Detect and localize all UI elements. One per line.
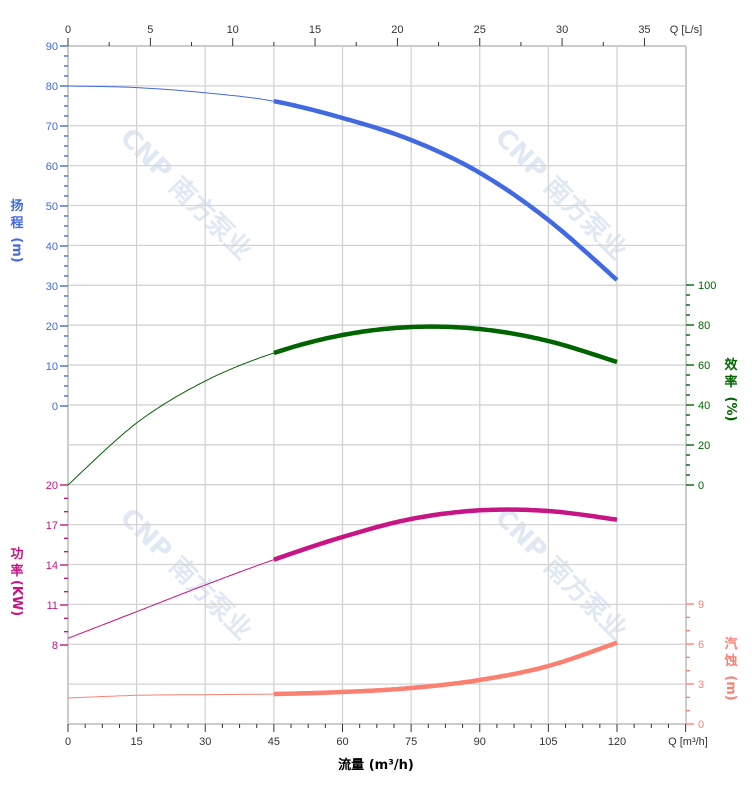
- power-tick-label: 8: [52, 640, 58, 652]
- efficiency-tick-label: 80: [698, 320, 710, 332]
- head-curve-extended: [68, 85, 274, 102]
- head-tick-label: 30: [46, 281, 58, 293]
- head-tick-label: 10: [46, 361, 58, 373]
- efficiency-axis-title: 率: [724, 374, 737, 390]
- efficiency-tick-label: 20: [698, 440, 710, 452]
- x-axis-title: 流量 (m³/h): [338, 757, 414, 773]
- power-tick-label: 11: [47, 600, 58, 612]
- x-tick-label: 0: [65, 736, 71, 748]
- npsh-curve-operating: [273, 640, 618, 697]
- head-axis-title: 扬: [10, 198, 23, 214]
- head-axis-title: 程: [10, 216, 23, 231]
- power-axis-title: 功: [10, 547, 23, 562]
- x-top-tick-label: 5: [147, 24, 153, 36]
- head-tick-label: 40: [46, 241, 58, 253]
- efficiency-tick-label: 100: [698, 280, 716, 292]
- x-unit-label: Q [m³/h]: [668, 736, 708, 748]
- npsh-curve-extended: [67, 693, 274, 699]
- efficiency-tick-label: 60: [698, 360, 710, 372]
- x-tick-label: 90: [474, 736, 486, 748]
- npsh-tick-label: 9: [698, 599, 704, 611]
- head-tick-label: 80: [46, 81, 58, 93]
- head-axis-unit: (m): [9, 237, 24, 262]
- x-top-tick-label: 20: [391, 24, 403, 36]
- watermark: CNP 南方泵业: [114, 122, 258, 266]
- head-tick-label: 0: [52, 401, 58, 413]
- watermark: CNP 南方泵业: [114, 502, 258, 646]
- x-top-tick-label: 15: [309, 24, 321, 36]
- npsh-tick-label: 3: [698, 679, 704, 691]
- npsh-tick-label: 0: [698, 719, 704, 731]
- efficiency-tick-label: 0: [698, 480, 704, 492]
- efficiency-curve-operating: [273, 324, 618, 365]
- npsh-axis-title: 汽: [724, 636, 737, 652]
- x-tick-label: 60: [336, 736, 348, 748]
- x-tick-label: 120: [608, 736, 626, 748]
- power-axis-title: 率: [10, 563, 23, 579]
- x-tick-label: 105: [539, 736, 557, 748]
- x-tick-label: 30: [199, 736, 211, 748]
- npsh-tick-label: 6: [698, 639, 704, 651]
- watermark: CNP 南方泵业: [489, 502, 633, 646]
- x-top-unit-label: Q [L/s]: [670, 24, 702, 36]
- head-tick-label: 50: [46, 201, 58, 213]
- head-tick-label: 60: [46, 161, 58, 173]
- npsh-axis-title: 蚀: [723, 653, 737, 669]
- x-top-tick-label: 35: [638, 24, 650, 36]
- efficiency-axis-unit: (%): [723, 397, 738, 422]
- x-top-tick-label: 0: [65, 24, 71, 36]
- efficiency-tick-label: 40: [698, 400, 710, 412]
- head-curve-operating: [273, 98, 619, 282]
- power-tick-label: 14: [46, 560, 58, 572]
- x-top-tick-label: 25: [474, 24, 486, 36]
- x-tick-label: 45: [268, 736, 280, 748]
- efficiency-curve-extended: [67, 352, 275, 486]
- power-axis-unit: (KW): [9, 580, 24, 616]
- x-top-tick-label: 10: [227, 24, 239, 36]
- x-tick-label: 75: [405, 736, 417, 748]
- head-tick-label: 20: [46, 321, 58, 333]
- power-tick-label: 20: [46, 480, 58, 492]
- power-curve-operating: [273, 507, 618, 562]
- power-tick-label: 17: [46, 520, 58, 532]
- efficiency-axis-title: 效: [724, 357, 738, 373]
- x-tick-label: 15: [131, 736, 143, 748]
- head-tick-label: 70: [46, 121, 58, 133]
- power-curve-extended: [67, 559, 275, 639]
- head-tick-label: 90: [46, 41, 58, 53]
- npsh-axis-unit: (m): [723, 675, 738, 700]
- x-top-tick-label: 30: [556, 24, 568, 36]
